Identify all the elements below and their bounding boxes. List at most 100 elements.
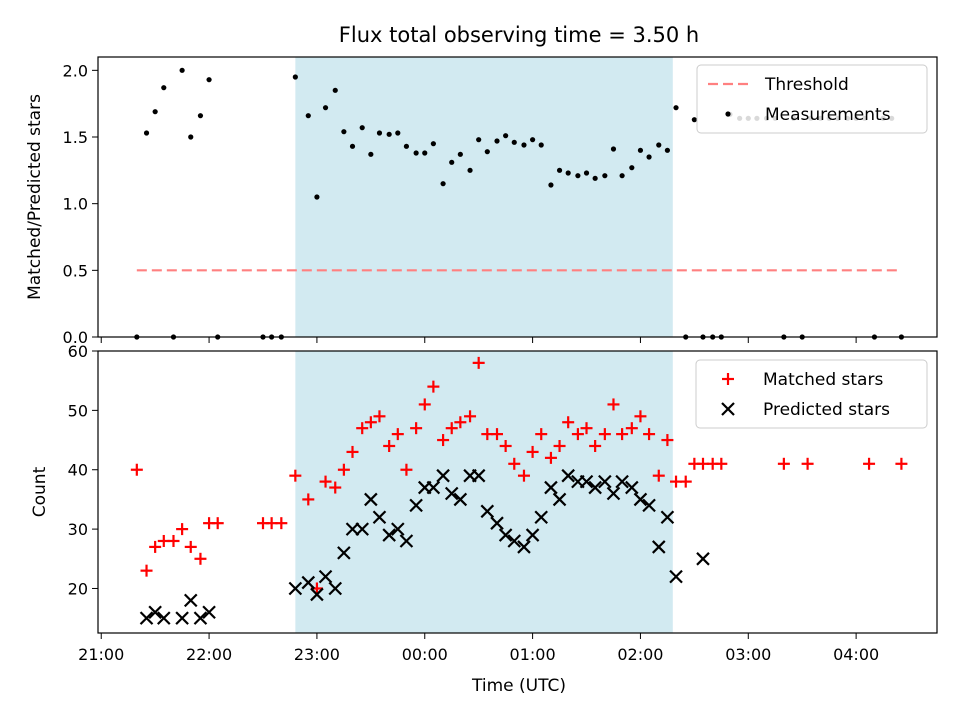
predicted-star-point [625,480,639,495]
x-tick-label: 04:00 [833,645,879,664]
matched-star-point [211,517,224,530]
matched-star-point [661,434,674,447]
measurement-point [637,147,644,153]
top-panel: 0.00.51.01.52.0 Matched/Predicted stars … [25,56,938,347]
predicted-star-point [444,486,459,501]
x-tick-label: 01:00 [510,645,556,664]
matched-star-point [454,416,467,429]
predicted-star-point [453,492,468,507]
measurement-point [602,173,608,179]
measurement-point [449,159,455,165]
measurement-point [349,143,356,149]
x-tick-label: 00:00 [402,645,448,664]
predicted-star-point [337,546,351,560]
x-tick-label: 22:00 [186,645,232,664]
matched-star-point [679,475,692,488]
matched-star-point [863,457,876,470]
predicted-star-point [193,611,208,625]
measurement-point [341,129,347,135]
matched-star-point [616,428,629,441]
matched-star-point [418,398,431,411]
measurement-point [494,138,500,144]
measurement-point [403,143,410,149]
matched-star-point [625,422,638,435]
measurement-point [575,173,581,179]
matched-star-point [167,534,180,547]
matched-star-point [589,439,602,452]
matched-star-point [275,517,288,530]
predicted-star-point [202,605,216,619]
matched-star-point [544,451,557,464]
top-y-tick-label: 1.0 [63,195,88,214]
predicted-star-point [490,516,504,530]
bottom-y-tick-label: 60 [68,342,88,361]
matched-star-point [715,457,728,470]
predicted-star-point [301,575,316,590]
predicted-star-point [534,510,549,525]
predicted-star-point [409,498,423,513]
measurement-point [457,151,463,157]
measurement-point [583,170,590,176]
bottom-shaded-span [295,351,673,633]
predicted-star-point [606,486,621,501]
x-tick-label: 21:00 [78,645,124,664]
measurement-point [305,113,311,119]
matched-star-point [562,416,575,429]
measurement-point [376,130,383,136]
measurement-point [664,147,670,153]
matched-star-point [410,422,423,435]
predicted-star-point [399,534,414,548]
predicted-star-point [175,611,189,625]
bottom-y-tick-label: 40 [68,461,88,480]
measurement-point [188,134,194,140]
predicted-star-point [660,510,675,525]
matched-star-point [652,469,665,482]
measurement-point [440,181,446,187]
measurement-point [503,133,509,139]
measurement-point [476,137,482,143]
bottom-y-tick-label: 20 [68,579,88,598]
matched-star-point [329,481,342,494]
x-axis-label: Time (UTC) [471,676,566,696]
matched-star-point [607,398,620,411]
measurement-point [610,146,617,152]
matched-star-point [289,469,302,482]
matched-star-point [535,428,548,441]
matched-star-point [526,445,539,458]
predicted-star-point [183,593,198,608]
bottom-y-tick-label: 30 [68,520,88,539]
matched-star-point [517,469,530,482]
predicted-star-point [588,480,602,495]
matched-star-point [437,434,450,447]
top-legend-box [696,64,928,134]
measurement-point [197,113,204,119]
measurement-point [592,175,598,181]
legend-threshold-label: Threshold [764,75,849,95]
predicted-star-point [310,587,324,602]
measurement-point [161,85,167,91]
predicted-star-point [525,528,540,542]
legend-measurements-swatch [725,111,731,117]
matched-star-point [356,422,369,435]
legend-matched-swatch [722,373,734,385]
predicted-star-point [598,474,612,489]
measurement-point [413,150,419,156]
matched-star-point [346,445,359,458]
predicted-star-point [391,522,405,536]
bottom-y-axis-label: Count [30,466,50,517]
predicted-star-point [517,540,531,554]
predicted-star-point [372,510,387,525]
top-y-axis-label: Matched/Predicted stars [25,94,45,300]
predicted-star-point [615,474,629,489]
matched-star-point [184,540,197,553]
measurement-point [206,77,212,83]
measurement-point [691,117,697,123]
legend-matched-label: Matched stars [763,370,883,390]
predicted-star-point [364,492,378,507]
x-tick-label: 02:00 [617,645,663,664]
predicted-star-point [633,492,648,507]
predicted-star-point [480,504,495,519]
matched-star-point [643,428,656,441]
matched-star-point [598,428,611,441]
chart-title: Flux total observing time = 3.50 h [339,23,699,47]
